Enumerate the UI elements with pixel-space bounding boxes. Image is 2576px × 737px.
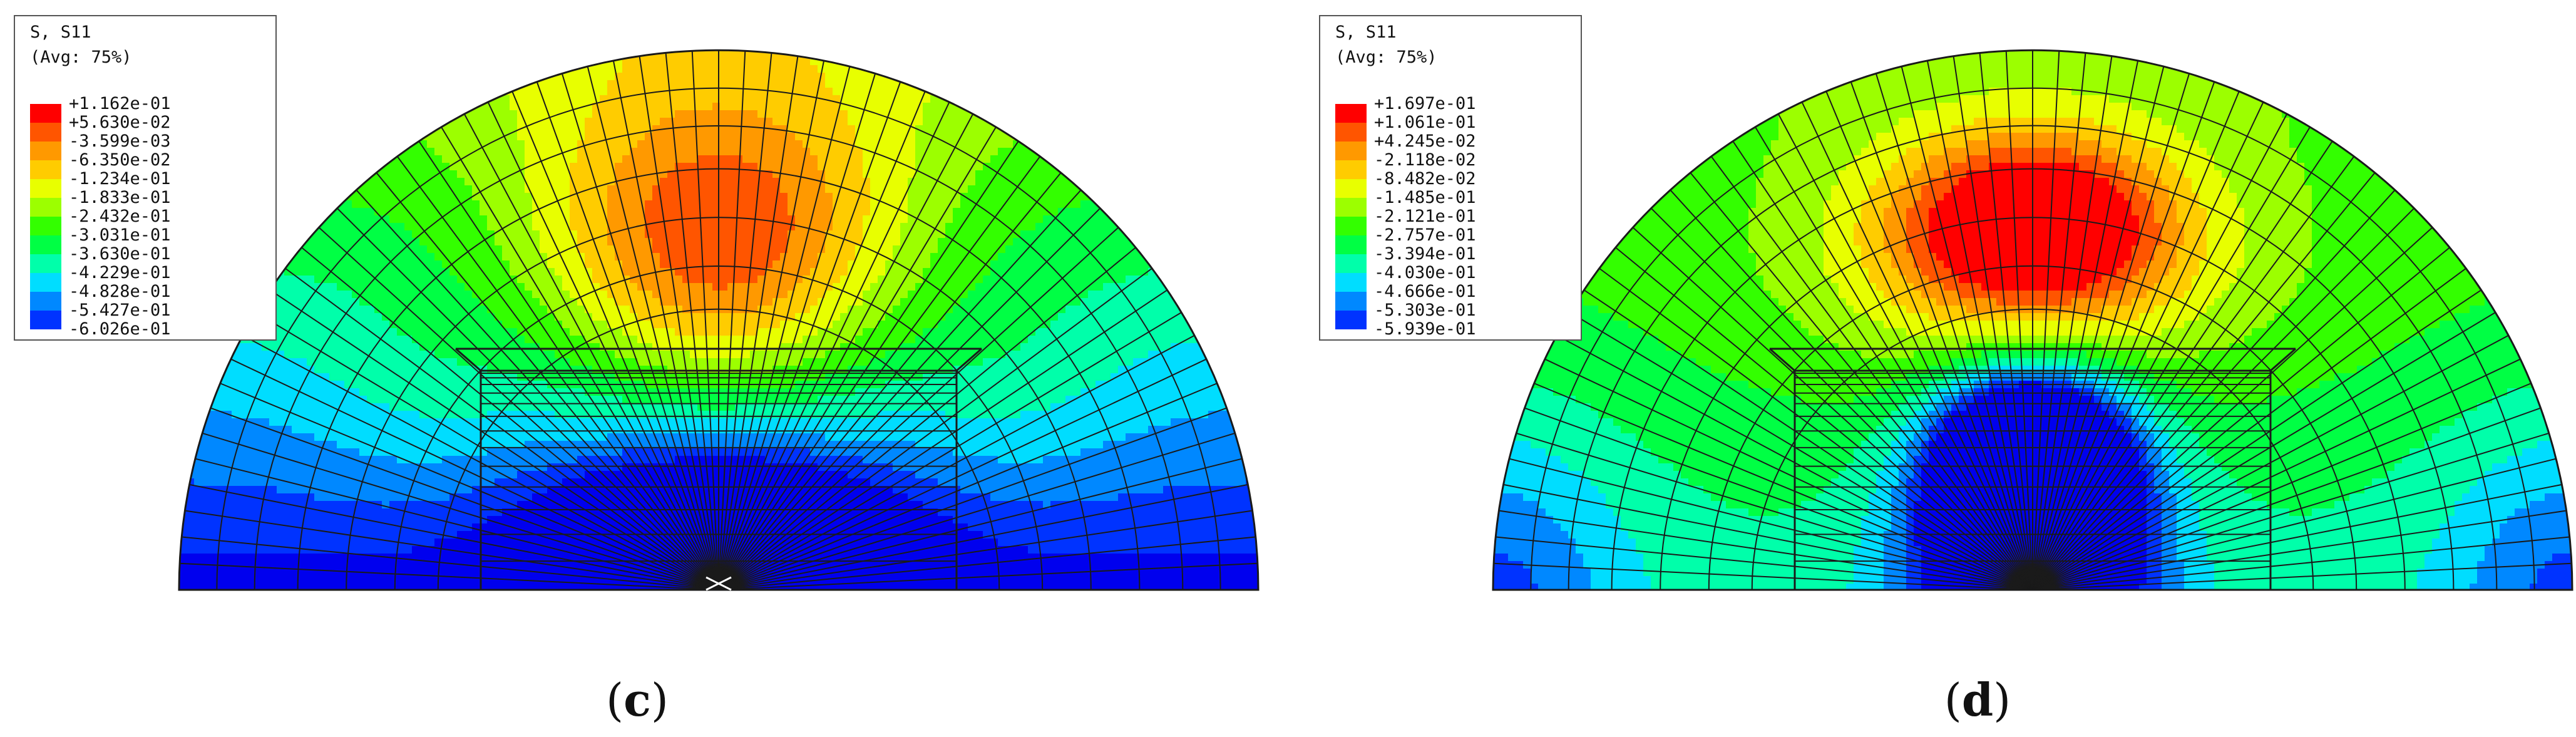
legend-title: S, S11	[1335, 23, 1397, 42]
legend-value: -4.828e-01	[69, 282, 171, 301]
legend-value: -2.121e-01	[1374, 207, 1476, 226]
legend-swatch	[1335, 104, 1367, 123]
legend-value: -3.599e-03	[69, 131, 171, 151]
legend-value: -1.833e-01	[69, 188, 171, 207]
legend-swatch	[1335, 198, 1367, 217]
legend-swatch	[30, 311, 61, 329]
legend-value: +5.630e-02	[69, 113, 171, 132]
legend-swatch	[30, 142, 61, 160]
legend-swatch	[1335, 217, 1367, 235]
legend-swatch	[1335, 292, 1367, 311]
legend-value: -2.118e-02	[1374, 150, 1476, 170]
legend-swatch	[30, 254, 61, 273]
legend-value: -5.303e-01	[1374, 301, 1476, 320]
legend-value: +1.162e-01	[69, 94, 171, 113]
legend-swatch	[1335, 311, 1367, 329]
legend-value: -5.427e-01	[69, 301, 171, 320]
legend-swatch	[30, 217, 61, 235]
stress-field-c	[179, 50, 1258, 590]
legend-value: -3.394e-01	[1374, 244, 1476, 264]
legend-value: -1.485e-01	[1374, 188, 1476, 207]
legend-d: S, S11 (Avg: 75%) +1.697e-01 +1.061e-01 +4…	[1319, 15, 1582, 341]
panel-d: S, S11 (Avg: 75%) +1.697e-01 +1.061e-01 +4…	[1288, 0, 2575, 737]
legend-swatch	[1335, 273, 1367, 292]
legend-swatch	[30, 235, 61, 254]
panel-caption: (d)	[1944, 673, 2011, 726]
legend-swatch	[1335, 160, 1367, 179]
legend-swatch	[30, 179, 61, 198]
legend-subtitle: (Avg: 75%)	[1335, 48, 1437, 67]
legend-value: -6.026e-01	[69, 319, 171, 339]
legend-swatch	[1335, 179, 1367, 198]
stress-field-d	[1493, 50, 2572, 590]
legend-swatch	[30, 292, 61, 311]
contour-plot-d	[1492, 49, 2573, 591]
contour-plot-c	[178, 49, 1260, 591]
legend-value: +1.697e-01	[1374, 94, 1476, 113]
legend-swatch	[1335, 123, 1367, 142]
legend-subtitle: (Avg: 75%)	[30, 48, 132, 67]
legend-value: +4.245e-02	[1374, 131, 1476, 151]
legend-value: -4.229e-01	[69, 263, 171, 282]
legend-value: -2.757e-01	[1374, 225, 1476, 245]
legend-title: S, S11	[30, 23, 91, 42]
legend-swatch	[30, 104, 61, 123]
legend-value: -4.030e-01	[1374, 263, 1476, 282]
panel-caption: (c)	[605, 673, 669, 726]
legend-value: -3.630e-01	[69, 244, 171, 264]
origin-marker-icon	[706, 576, 732, 591]
panel-c: S, S11 (Avg: 75%) +1.162e-01 +5.630e-02 -3…	[14, 15, 1260, 726]
legend-value: -8.482e-02	[1374, 169, 1476, 188]
legend-swatch	[1335, 254, 1367, 273]
legend-value: -5.939e-01	[1374, 319, 1476, 339]
legend-swatch	[30, 198, 61, 217]
legend-swatch	[1335, 235, 1367, 254]
legend-swatch	[30, 273, 61, 292]
legend-c: S, S11 (Avg: 75%) +1.162e-01 +5.630e-02 -3…	[14, 15, 277, 341]
legend-value: +1.061e-01	[1374, 113, 1476, 132]
legend-value: -3.031e-01	[69, 225, 171, 245]
legend-value: -4.666e-01	[1374, 282, 1476, 301]
legend-value: -1.234e-01	[69, 169, 171, 188]
legend-value: -2.432e-01	[69, 207, 171, 226]
legend-swatch	[30, 160, 61, 179]
legend-swatch	[1335, 142, 1367, 160]
legend-value: -6.350e-02	[69, 150, 171, 170]
legend-swatch	[30, 123, 61, 142]
